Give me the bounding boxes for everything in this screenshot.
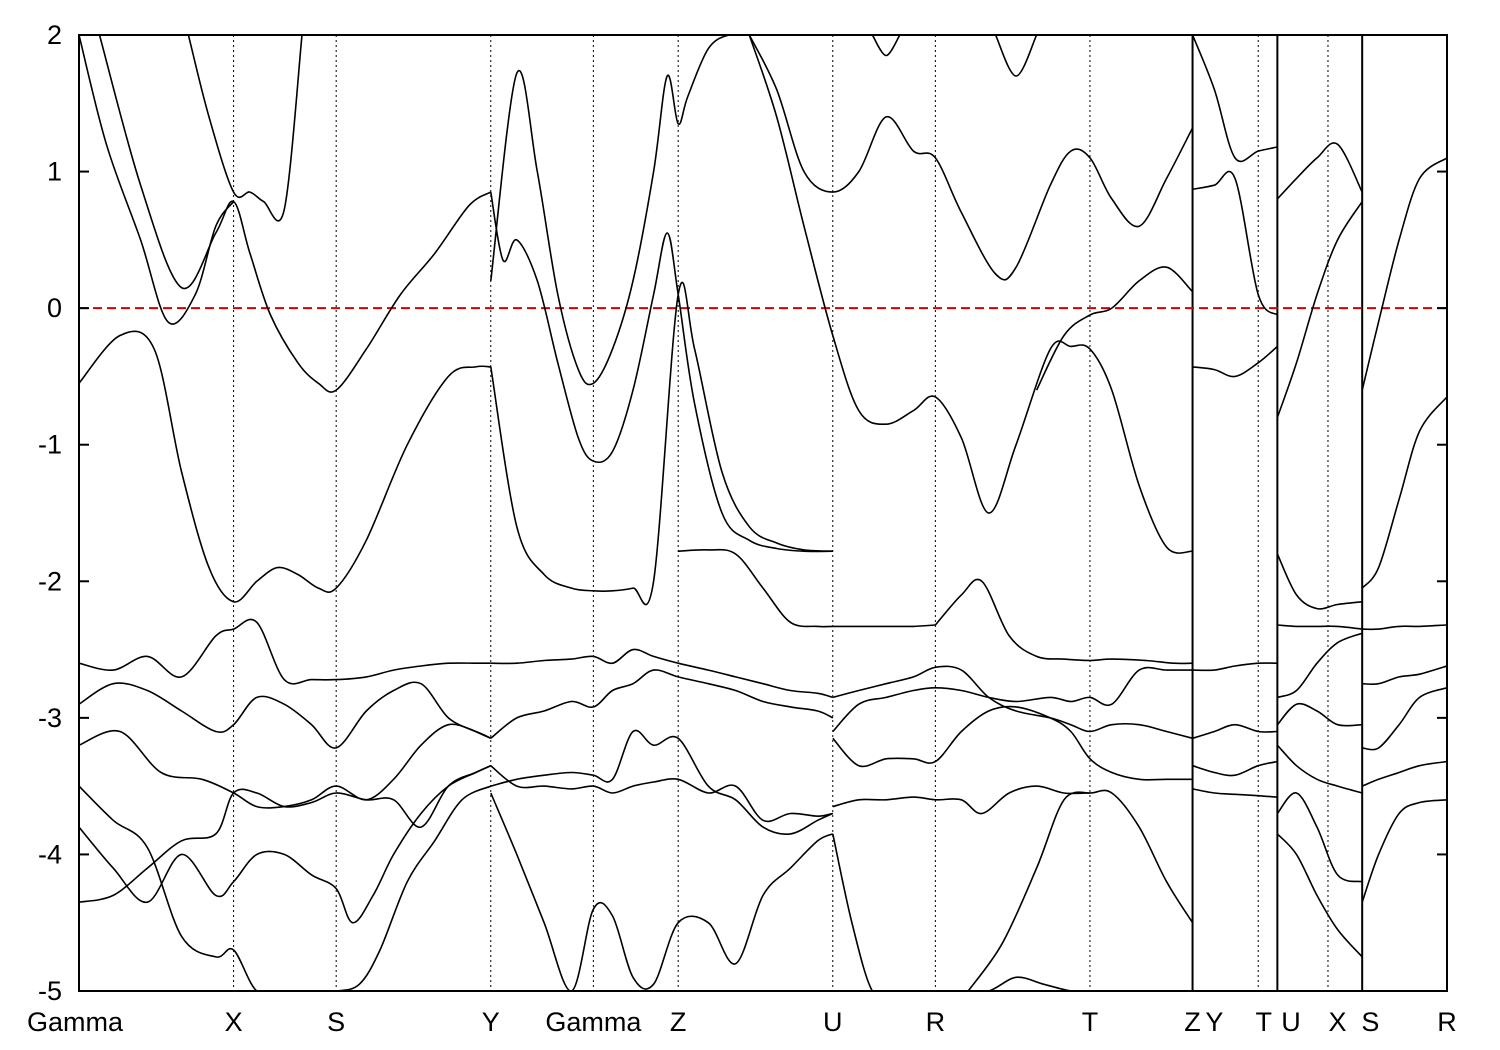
x-tick-label-y: Y <box>482 1007 500 1037</box>
band-line-53 <box>1361 799 1447 903</box>
y-tick-label: -1 <box>38 430 62 460</box>
band-line-48 <box>1361 396 1447 589</box>
band-line-30 <box>871 35 901 57</box>
x-tick-label-z: Z <box>1184 1007 1201 1037</box>
band-line-9 <box>678 548 936 628</box>
band-line-23 <box>832 666 1193 733</box>
band-line-28 <box>967 791 1091 991</box>
band-line-16 <box>79 764 492 924</box>
band-line-14 <box>79 723 492 809</box>
x-tick-label-z: Z <box>670 1007 687 1037</box>
band-line-27 <box>832 833 1090 991</box>
x-tick-label-u: U <box>1281 1007 1301 1037</box>
band-line-2 <box>98 35 492 393</box>
band-line-51 <box>1362 687 1447 751</box>
band-line-36 <box>1192 760 1278 777</box>
x-tick-label-y: Y <box>1205 1007 1223 1037</box>
x-tick-label-s: S <box>1361 1007 1379 1037</box>
band-line-24 <box>832 665 1193 740</box>
band-line-0 <box>79 35 235 325</box>
x-ticks: Gamma X S Y Gamma Z U R T Z Y T U X S R <box>27 1007 1457 1037</box>
axis-frame <box>78 34 1448 992</box>
band-line-32 <box>1191 35 1278 163</box>
x-tick-label-x: X <box>1329 1007 1347 1037</box>
band-line-50 <box>1362 665 1447 686</box>
band-line-39 <box>1276 142 1363 200</box>
band-line-52 <box>1361 760 1447 787</box>
band-line-15 <box>79 764 492 903</box>
band-line-42 <box>1277 632 1363 699</box>
y-tick-label: 1 <box>47 157 62 187</box>
y-ticks: -5 -4 -3 -2 -1 0 1 2 <box>38 20 1447 1006</box>
band-line-10 <box>934 578 1193 665</box>
x-tick-label-x: X <box>225 1007 243 1037</box>
band-line-22 <box>490 792 834 991</box>
y-tick-label: 2 <box>47 20 62 50</box>
x-tick-label-t: T <box>1082 1007 1099 1037</box>
x-tick-label-r: R <box>926 1007 946 1037</box>
band-line-35 <box>1192 723 1278 740</box>
band-line-21 <box>490 729 834 835</box>
band-line-49 <box>1362 624 1447 631</box>
band-line-25 <box>832 705 1193 781</box>
band-line-45 <box>1276 792 1363 883</box>
band-line-47 <box>1361 157 1447 391</box>
band-line-41 <box>1277 624 1363 630</box>
band-line-26 <box>832 785 1194 924</box>
band-line-18 <box>490 648 834 699</box>
band-line-7 <box>748 35 1193 554</box>
band-line-5 <box>490 35 750 386</box>
band-line-8 <box>748 35 1194 281</box>
y-tick-label: -5 <box>38 976 62 1006</box>
x-tick-label-gamma: Gamma <box>545 1007 642 1037</box>
x-tick-label-t: T <box>1255 1007 1272 1037</box>
band-line-6 <box>490 281 833 606</box>
x-tick-label-s: S <box>327 1007 345 1037</box>
band-line-19 <box>490 669 834 739</box>
x-tick-label-u: U <box>823 1007 843 1037</box>
band-line-43 <box>1276 702 1363 727</box>
band-line-38 <box>1276 201 1363 418</box>
band-line-46 <box>1276 833 1363 958</box>
band-line-37 <box>1192 788 1278 798</box>
band-line-40 <box>1276 553 1363 610</box>
y-tick-label: -3 <box>38 703 62 733</box>
plot-area <box>79 35 1447 991</box>
y-tick-label: 0 <box>47 293 62 323</box>
bands <box>79 35 1447 991</box>
band-line-11 <box>1035 266 1194 391</box>
y-tick-label: -4 <box>38 839 62 869</box>
band-line-13 <box>79 681 492 749</box>
band-line-44 <box>1276 744 1363 794</box>
band-line-31 <box>1192 170 1278 316</box>
kpoint-lines <box>233 35 1364 991</box>
x-tick-label-gamma: Gamma <box>27 1007 124 1037</box>
band-line-3 <box>187 35 303 222</box>
band-line-17 <box>79 785 492 991</box>
band-line-20 <box>490 765 833 823</box>
band-line-33 <box>1192 345 1278 378</box>
band-line-29 <box>994 35 1038 77</box>
band-line-34 <box>1192 662 1278 672</box>
x-tick-label-r: R <box>1437 1007 1457 1037</box>
band-line-1 <box>79 330 491 603</box>
y-tick-label: -2 <box>38 566 62 596</box>
band-line-12 <box>79 618 491 685</box>
band-line-4 <box>490 191 833 553</box>
